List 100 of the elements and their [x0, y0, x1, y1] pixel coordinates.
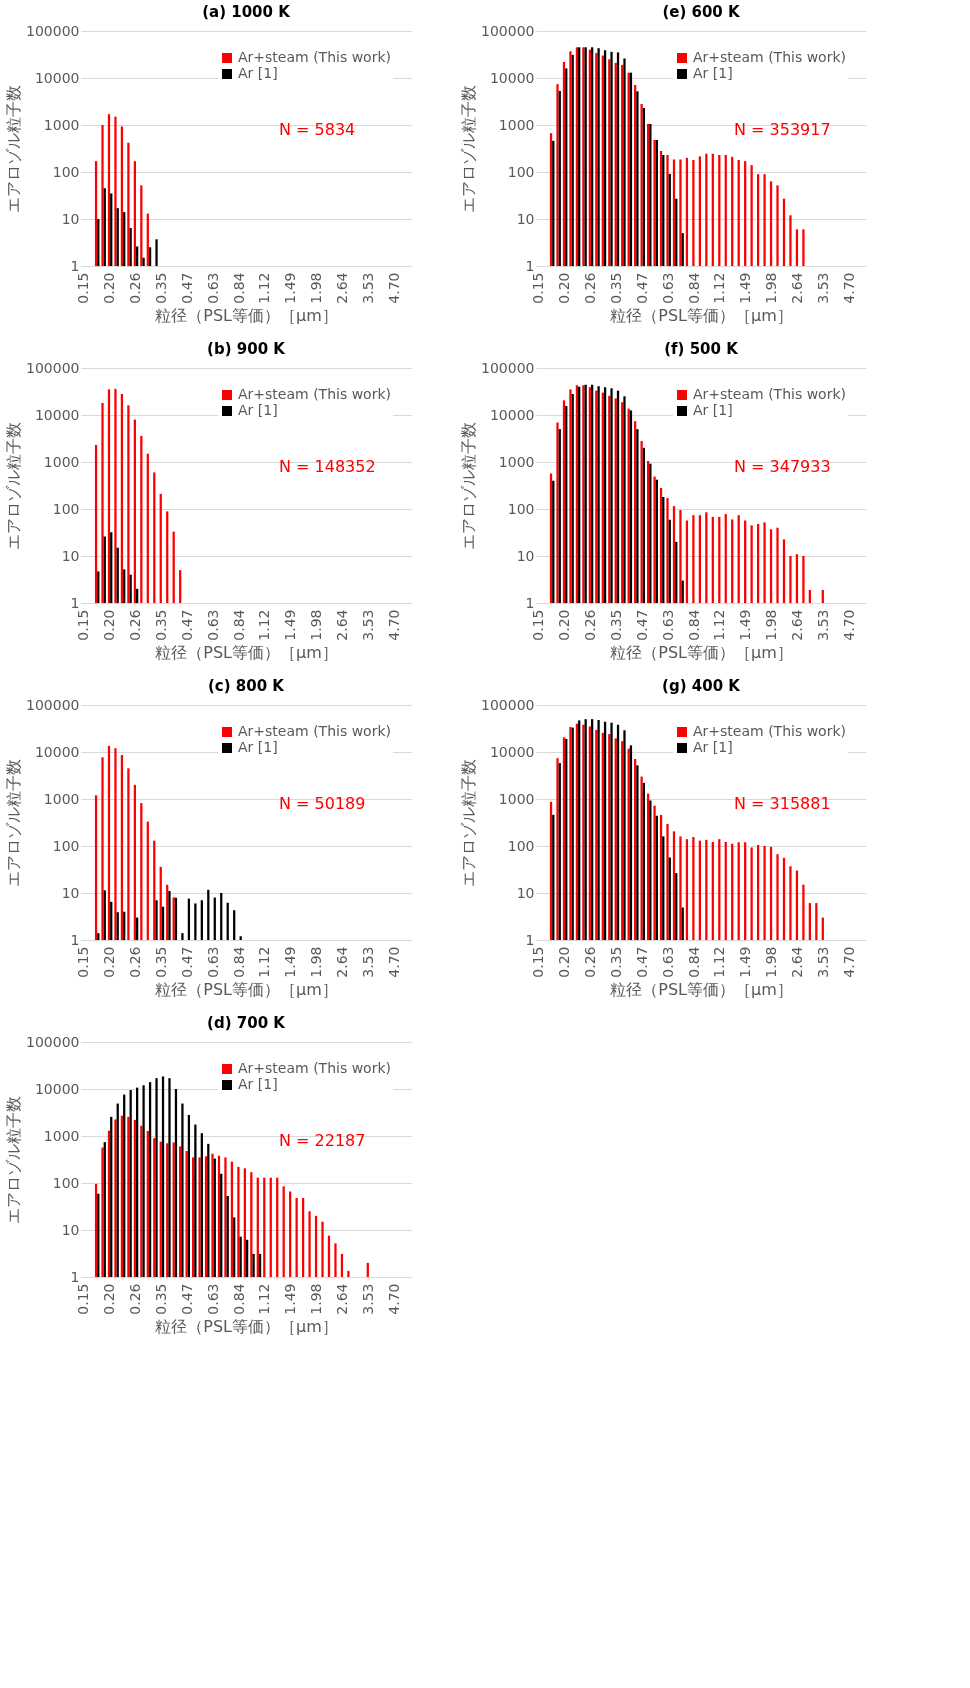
- annotation: N = 315881: [734, 793, 831, 813]
- y-tick-label: 1000: [43, 790, 80, 807]
- annotation: N = 347933: [734, 456, 831, 476]
- legend-label: Ar+steam (This work): [238, 386, 391, 402]
- legend-label: Ar [1]: [238, 1076, 278, 1092]
- y-tick-label: 100000: [26, 359, 80, 376]
- x-tick-label: 0.35: [607, 946, 624, 978]
- legend-label: Ar+steam (This work): [693, 49, 846, 65]
- x-tick-label: 0.47: [178, 272, 195, 304]
- x-tick-label: 3.53: [359, 946, 376, 978]
- x-tick-label: 1.98: [308, 609, 325, 641]
- x-tick-label: 0.63: [204, 609, 221, 641]
- chart-title: (a) 1000 K: [202, 3, 292, 21]
- x-tick-label: 0.26: [127, 609, 143, 641]
- x-tick-label: 0.84: [685, 272, 702, 304]
- x-tick-label: 1.98: [763, 609, 780, 641]
- x-tick-label: 3.53: [359, 272, 376, 304]
- x-tick-label: 3.53: [814, 272, 831, 304]
- x-tick-label: 1.12: [711, 272, 728, 304]
- y-tick-label: 100000: [26, 696, 80, 713]
- x-tick-label: 2.64: [789, 272, 806, 304]
- x-tick-label: 0.15: [75, 609, 92, 641]
- y-tick-label: 100: [507, 837, 535, 854]
- x-tick-label: 0.15: [75, 1283, 92, 1315]
- chart-title: (g) 400 K: [662, 677, 742, 695]
- x-tick-label: 0.35: [607, 609, 624, 641]
- y-tick-label: 10000: [34, 1080, 80, 1097]
- x-tick-label: 0.20: [556, 272, 573, 304]
- x-tick-label: 0.47: [633, 609, 650, 641]
- x-tick-label: 0.15: [530, 609, 547, 641]
- x-tick-label: 0.35: [152, 609, 169, 641]
- x-tick-label: 1.12: [256, 609, 273, 641]
- y-tick-label: 1: [525, 257, 535, 274]
- y-tick-label: 1000: [43, 453, 80, 470]
- chart-title: (d) 700 K: [207, 1014, 287, 1032]
- x-tick-label: 0.26: [582, 272, 598, 304]
- x-tick-label: 0.15: [530, 272, 547, 304]
- x-tick-label: 2.64: [789, 946, 806, 978]
- x-tick-label: 3.53: [359, 609, 376, 641]
- y-tick-label: 1: [525, 931, 535, 948]
- x-tick-label: 0.47: [633, 946, 650, 978]
- y-tick-label: 1: [70, 594, 80, 611]
- y-tick-label: 10000: [34, 406, 80, 423]
- x-tick-label: 3.53: [359, 1283, 376, 1315]
- x-tick-label: 0.84: [230, 1283, 247, 1315]
- x-tick-label: 0.63: [659, 609, 676, 641]
- legend-label: Ar [1]: [238, 65, 278, 81]
- y-tick-label: 10: [61, 1221, 80, 1238]
- x-tick-label: 0.84: [230, 609, 247, 641]
- y-tick-label: 10: [516, 884, 535, 901]
- x-tick-label: 0.26: [127, 272, 143, 304]
- legend-label: Ar+steam (This work): [238, 49, 391, 65]
- x-tick-label: 3.53: [814, 609, 831, 641]
- x-tick-label: 1.98: [308, 1283, 325, 1315]
- x-axis-title: 粒径（PSL等価）［μm］: [610, 979, 793, 999]
- y-tick-label: 10: [61, 547, 80, 564]
- y-axis-title: エアロゾル粒子数: [4, 1096, 24, 1224]
- x-tick-label: 0.47: [633, 272, 650, 304]
- x-tick-label: 4.70: [385, 272, 402, 304]
- x-tick-label: 0.35: [152, 946, 169, 978]
- x-tick-label: 0.26: [127, 1283, 143, 1315]
- x-axis-title: 粒径（PSL等価）［μm］: [610, 305, 793, 325]
- x-tick-label: 0.20: [556, 946, 573, 978]
- x-tick-label: 0.20: [556, 609, 573, 641]
- y-tick-label: 100: [52, 1174, 80, 1191]
- x-tick-label: 4.70: [385, 1283, 402, 1315]
- annotation: N = 353917: [734, 119, 831, 139]
- x-tick-label: 4.70: [840, 946, 857, 978]
- y-tick-label: 1000: [498, 790, 535, 807]
- y-tick-label: 1: [70, 1268, 80, 1285]
- y-axis-title: エアロゾル粒子数: [4, 85, 24, 213]
- x-tick-label: 1.12: [256, 1283, 273, 1315]
- x-tick-label: 0.35: [607, 272, 624, 304]
- y-tick-label: 100000: [26, 1033, 80, 1050]
- x-tick-label: 0.84: [230, 946, 247, 978]
- y-tick-label: 100: [52, 837, 80, 854]
- y-tick-label: 100: [507, 500, 535, 517]
- y-axis-title: エアロゾル粒子数: [459, 759, 479, 887]
- legend-label: Ar [1]: [693, 402, 733, 418]
- x-tick-label: 0.47: [178, 609, 195, 641]
- y-tick-label: 1: [525, 594, 535, 611]
- x-tick-label: 4.70: [385, 609, 402, 641]
- x-tick-label: 1.49: [737, 609, 754, 641]
- x-tick-label: 1.98: [308, 272, 325, 304]
- x-tick-label: 0.26: [582, 609, 598, 641]
- x-tick-label: 1.49: [737, 946, 754, 978]
- x-tick-label: 1.98: [763, 946, 780, 978]
- x-tick-label: 2.64: [334, 272, 351, 304]
- x-tick-label: 0.20: [101, 1283, 118, 1315]
- x-tick-label: 0.26: [127, 946, 143, 978]
- x-tick-label: 0.15: [75, 946, 92, 978]
- x-tick-label: 2.64: [334, 609, 351, 641]
- x-tick-label: 0.63: [204, 946, 221, 978]
- y-tick-label: 1: [70, 257, 80, 274]
- chart-title: (f) 500 K: [664, 340, 740, 358]
- x-tick-label: 0.63: [659, 272, 676, 304]
- x-tick-label: 4.70: [840, 272, 857, 304]
- y-axis-title: エアロゾル粒子数: [4, 759, 24, 887]
- x-tick-label: 1.12: [256, 946, 273, 978]
- y-tick-label: 10: [61, 884, 80, 901]
